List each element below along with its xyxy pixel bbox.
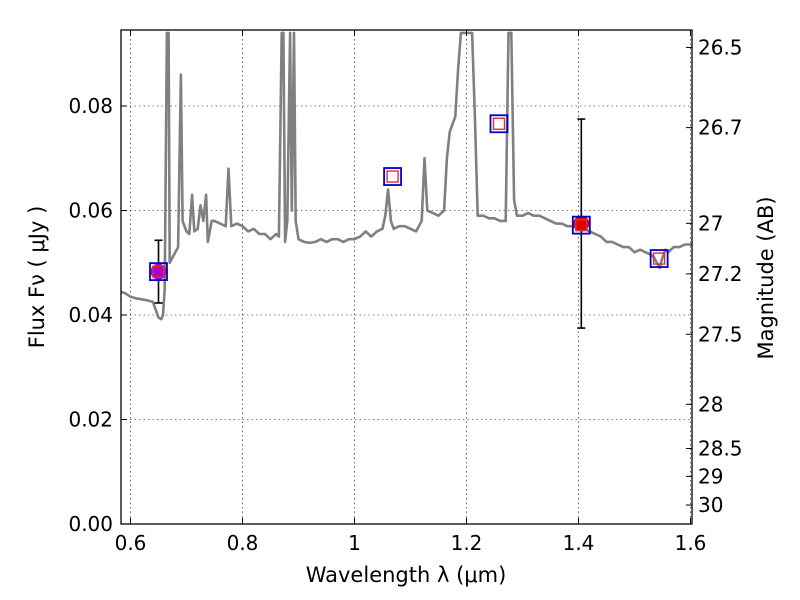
y-tick-label: 0.02 <box>68 408 113 432</box>
mag-tick-label: 26.5 <box>698 35 743 59</box>
model-point-inner <box>652 252 666 265</box>
mag-tick-label: 27.5 <box>698 322 743 346</box>
axis-ticks: 0.6 0.8 1 1.2 1.4 1.6 0.00 0.02 0.04 0.06 0.08 26.5… <box>68 30 743 555</box>
mag-tick-label: 28.5 <box>698 436 743 460</box>
x-tick-label: 1.2 <box>451 531 483 555</box>
y2-axis-label: Magnitude (AB) <box>754 196 778 359</box>
model-point-outer <box>383 167 402 186</box>
y-tick-label: 0.04 <box>68 303 113 327</box>
mag-tick-label: 28 <box>698 392 723 416</box>
data-markers <box>149 114 669 329</box>
plot-area <box>121 30 692 524</box>
model-point-inner <box>386 170 399 183</box>
measurement-point <box>150 263 167 280</box>
y-tick-label: 0.00 <box>68 512 113 536</box>
model-point-inner <box>152 265 165 278</box>
x-tick-label: 1 <box>348 531 361 555</box>
model-point-outer <box>571 215 591 235</box>
spectrum-line <box>121 31 692 321</box>
mag-tick-label: 26.7 <box>698 116 743 140</box>
y-axis-label: Flux Fν ( μJy ) <box>25 206 49 349</box>
model-point-inner <box>492 117 506 130</box>
x-tick-label: 0.8 <box>227 531 259 555</box>
y-tick-label: 0.08 <box>68 94 113 118</box>
mag-tick-label: 30 <box>698 493 723 517</box>
grid-lines <box>121 30 692 524</box>
plot-frame <box>120 29 693 525</box>
y-tick-label: 0.06 <box>68 199 113 223</box>
x-axis-label: Wavelength λ (μm) <box>306 563 507 587</box>
spectrum-group <box>121 31 692 321</box>
mag-tick-label: 27.2 <box>698 262 743 286</box>
x-tick-label: 1.4 <box>563 531 595 555</box>
x-tick-label: 0.6 <box>115 531 147 555</box>
model-point-outer <box>149 262 168 282</box>
x-tick-label: 1.6 <box>675 531 707 555</box>
mag-tick-label: 27 <box>698 211 723 235</box>
mag-tick-label: 29 <box>698 464 723 488</box>
model-point-inner <box>575 218 588 232</box>
model-point-outer <box>649 249 669 268</box>
model-point-outer <box>489 114 509 134</box>
